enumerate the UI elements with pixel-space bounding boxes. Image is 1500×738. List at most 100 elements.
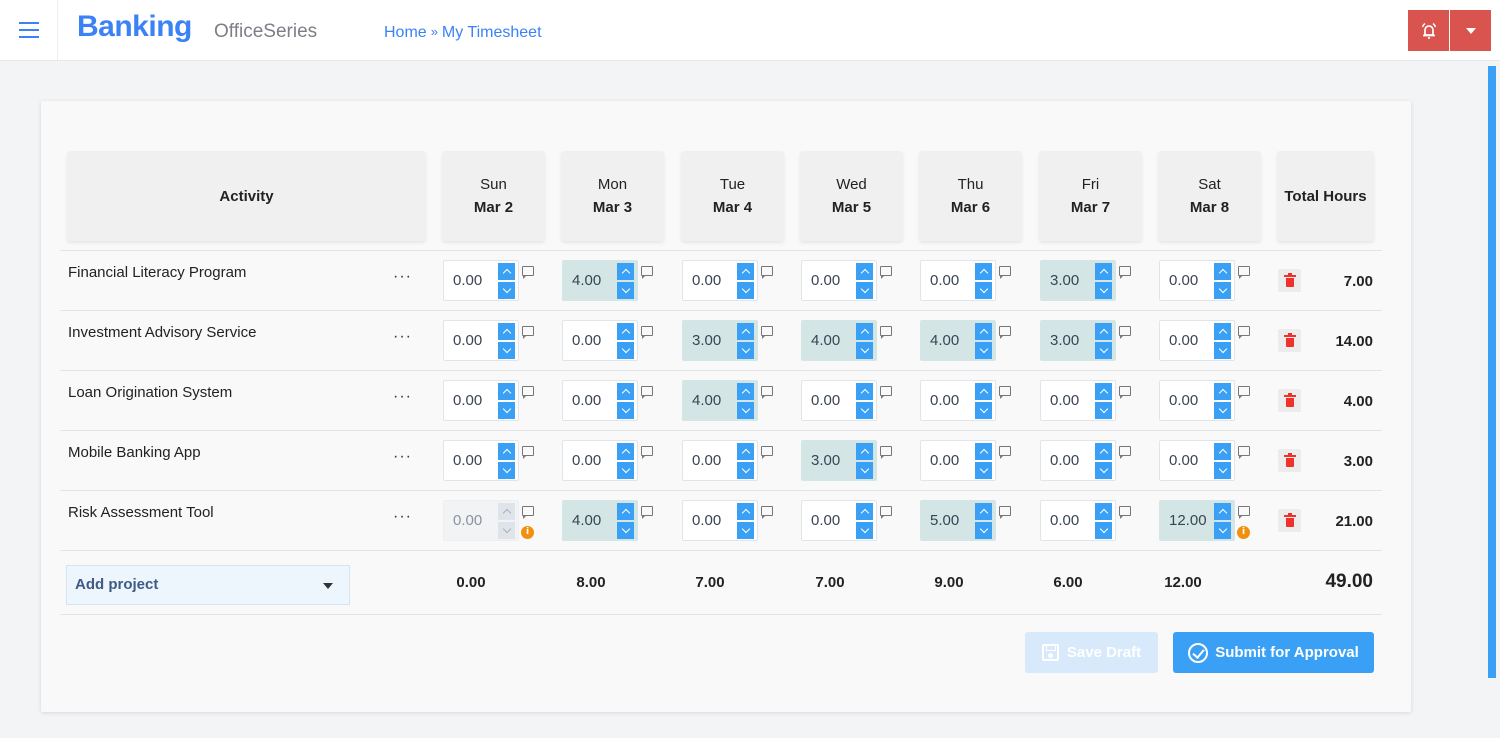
- hours-input[interactable]: 0.00: [1159, 440, 1235, 481]
- activity-more-options-button[interactable]: ···: [393, 508, 412, 525]
- activity-more-options-button[interactable]: ···: [393, 328, 412, 345]
- increment-button[interactable]: [617, 383, 634, 400]
- increment-button[interactable]: [1214, 503, 1231, 520]
- comment-icon[interactable]: [761, 386, 773, 399]
- increment-button[interactable]: [1095, 503, 1112, 520]
- hours-input[interactable]: 0.00: [443, 260, 519, 301]
- hours-input[interactable]: 3.00: [1040, 320, 1116, 361]
- increment-button[interactable]: [975, 263, 992, 280]
- hours-input[interactable]: 4.00: [562, 500, 638, 541]
- decrement-button[interactable]: [856, 342, 873, 359]
- comment-icon[interactable]: [880, 326, 892, 339]
- decrement-button[interactable]: [1214, 402, 1231, 419]
- hours-input[interactable]: 0.00: [1040, 500, 1116, 541]
- save-draft-button[interactable]: Save Draft: [1025, 632, 1158, 673]
- decrement-button[interactable]: [1214, 522, 1231, 539]
- hours-input[interactable]: 0.00: [1040, 380, 1116, 421]
- comment-icon[interactable]: [1238, 446, 1250, 459]
- decrement-button[interactable]: [1214, 462, 1231, 479]
- decrement-button[interactable]: [498, 462, 515, 479]
- decrement-button[interactable]: [856, 402, 873, 419]
- breadcrumb-current-link[interactable]: My Timesheet: [441, 24, 542, 41]
- hours-input[interactable]: 0.00: [1159, 380, 1235, 421]
- decrement-button[interactable]: [498, 522, 515, 539]
- decrement-button[interactable]: [737, 462, 754, 479]
- comment-icon[interactable]: [1119, 266, 1131, 279]
- comment-icon[interactable]: [1238, 506, 1250, 519]
- decrement-button[interactable]: [737, 342, 754, 359]
- increment-button[interactable]: [617, 323, 634, 340]
- comment-icon[interactable]: [1119, 446, 1131, 459]
- comment-icon[interactable]: [1119, 326, 1131, 339]
- increment-button[interactable]: [856, 503, 873, 520]
- activity-more-options-button[interactable]: ···: [393, 448, 412, 465]
- decrement-button[interactable]: [975, 342, 992, 359]
- page-scrollbar[interactable]: [1488, 66, 1496, 678]
- comment-icon[interactable]: [999, 386, 1011, 399]
- decrement-button[interactable]: [617, 342, 634, 359]
- hours-input[interactable]: 0.00: [920, 260, 996, 301]
- comment-icon[interactable]: [999, 506, 1011, 519]
- hours-input[interactable]: 0.00: [920, 380, 996, 421]
- hours-input[interactable]: 0.00: [1159, 260, 1235, 301]
- comment-icon[interactable]: [1238, 326, 1250, 339]
- info-warning-icon[interactable]: i: [1237, 526, 1250, 539]
- decrement-button[interactable]: [1214, 282, 1231, 299]
- hours-input[interactable]: 4.00: [801, 320, 877, 361]
- hours-input[interactable]: 4.00: [920, 320, 996, 361]
- comment-icon[interactable]: [522, 506, 534, 519]
- decrement-button[interactable]: [1095, 462, 1112, 479]
- comment-icon[interactable]: [880, 446, 892, 459]
- increment-button[interactable]: [498, 383, 515, 400]
- decrement-button[interactable]: [737, 522, 754, 539]
- comment-icon[interactable]: [761, 506, 773, 519]
- increment-button[interactable]: [617, 443, 634, 460]
- comment-icon[interactable]: [761, 446, 773, 459]
- increment-button[interactable]: [856, 323, 873, 340]
- increment-button[interactable]: [975, 323, 992, 340]
- decrement-button[interactable]: [856, 282, 873, 299]
- decrement-button[interactable]: [737, 282, 754, 299]
- increment-button[interactable]: [1214, 323, 1231, 340]
- hours-input[interactable]: 5.00: [920, 500, 996, 541]
- activity-more-options-button[interactable]: ···: [393, 388, 412, 405]
- hours-input[interactable]: 0.00: [1040, 440, 1116, 481]
- hours-input[interactable]: 0.00: [801, 380, 877, 421]
- decrement-button[interactable]: [975, 282, 992, 299]
- decrement-button[interactable]: [617, 402, 634, 419]
- info-warning-icon[interactable]: i: [521, 526, 534, 539]
- decrement-button[interactable]: [975, 462, 992, 479]
- comment-icon[interactable]: [641, 386, 653, 399]
- increment-button[interactable]: [1214, 443, 1231, 460]
- increment-button[interactable]: [498, 323, 515, 340]
- delete-row-button[interactable]: [1278, 329, 1301, 352]
- increment-button[interactable]: [1095, 443, 1112, 460]
- add-project-dropdown[interactable]: Add project: [66, 565, 350, 605]
- comment-icon[interactable]: [880, 266, 892, 279]
- hours-input[interactable]: 3.00: [1040, 260, 1116, 301]
- increment-button[interactable]: [856, 263, 873, 280]
- increment-button[interactable]: [617, 503, 634, 520]
- menu-toggle-button[interactable]: [0, 0, 58, 60]
- increment-button[interactable]: [737, 323, 754, 340]
- decrement-button[interactable]: [498, 342, 515, 359]
- decrement-button[interactable]: [737, 402, 754, 419]
- hours-input[interactable]: 0.00: [443, 380, 519, 421]
- increment-button[interactable]: [1214, 263, 1231, 280]
- hours-input[interactable]: 3.00: [682, 320, 758, 361]
- increment-button[interactable]: [1214, 383, 1231, 400]
- submit-for-approval-button[interactable]: Submit for Approval: [1173, 632, 1374, 673]
- increment-button[interactable]: [975, 383, 992, 400]
- decrement-button[interactable]: [617, 522, 634, 539]
- hours-input[interactable]: 0.00: [443, 440, 519, 481]
- increment-button[interactable]: [737, 263, 754, 280]
- decrement-button[interactable]: [498, 402, 515, 419]
- decrement-button[interactable]: [1095, 342, 1112, 359]
- decrement-button[interactable]: [617, 282, 634, 299]
- hours-input[interactable]: 0.00: [443, 500, 519, 541]
- hours-input[interactable]: 0.00: [920, 440, 996, 481]
- increment-button[interactable]: [737, 383, 754, 400]
- increment-button[interactable]: [856, 383, 873, 400]
- decrement-button[interactable]: [1095, 282, 1112, 299]
- hours-input[interactable]: 0.00: [682, 260, 758, 301]
